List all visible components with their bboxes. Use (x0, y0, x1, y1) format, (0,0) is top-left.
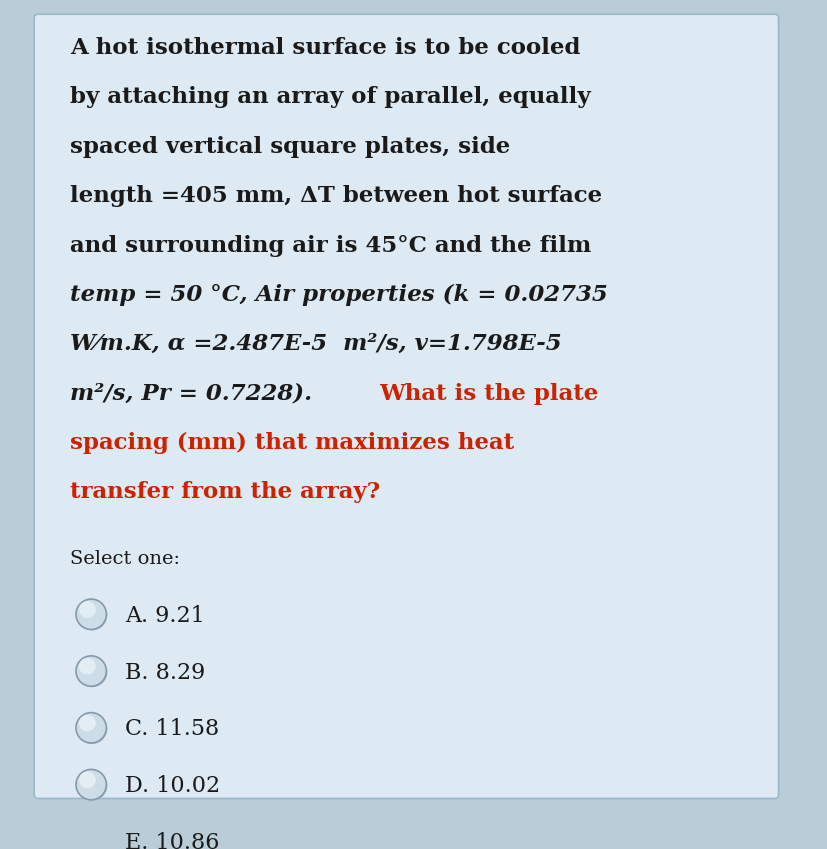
Circle shape (77, 713, 108, 744)
Circle shape (76, 712, 107, 743)
FancyBboxPatch shape (34, 14, 778, 798)
Text: by attaching an array of parallel, equally: by attaching an array of parallel, equal… (70, 87, 591, 109)
Circle shape (79, 715, 96, 732)
Text: temp = 50 °C, Air properties (k = 0.02735: temp = 50 °C, Air properties (k = 0.0273… (70, 284, 608, 306)
Circle shape (77, 770, 108, 801)
Text: length =405 mm, ΔT between hot surface: length =405 mm, ΔT between hot surface (70, 185, 602, 207)
Text: A. 9.21: A. 9.21 (126, 604, 205, 627)
Text: m²/s, Pr = 0.7228).: m²/s, Pr = 0.7228). (70, 383, 320, 405)
Circle shape (77, 827, 108, 849)
Circle shape (79, 601, 96, 618)
Circle shape (77, 600, 108, 631)
Text: and surrounding air is 45°C and the film: and surrounding air is 45°C and the film (70, 234, 591, 256)
Text: E. 10.86: E. 10.86 (126, 832, 220, 849)
Circle shape (79, 829, 96, 845)
Circle shape (76, 599, 107, 629)
Circle shape (76, 656, 107, 686)
Text: C. 11.58: C. 11.58 (126, 718, 220, 740)
Text: B. 8.29: B. 8.29 (126, 661, 206, 683)
Text: A hot isothermal surface is to be cooled: A hot isothermal surface is to be cooled (70, 37, 581, 59)
Text: D. 10.02: D. 10.02 (126, 775, 221, 797)
Circle shape (77, 657, 108, 687)
Circle shape (76, 769, 107, 800)
Text: Select one:: Select one: (70, 550, 180, 569)
Text: transfer from the array?: transfer from the array? (70, 481, 380, 503)
Circle shape (76, 826, 107, 849)
Text: What is the plate: What is the plate (379, 383, 598, 405)
Text: spaced vertical square plates, side: spaced vertical square plates, side (70, 136, 510, 158)
Circle shape (79, 772, 96, 788)
Text: W⁄m.K, α =2.487E-5  m²/s, v=1.798E-5: W⁄m.K, α =2.487E-5 m²/s, v=1.798E-5 (70, 334, 562, 355)
Circle shape (79, 658, 96, 675)
Text: spacing (mm) that maximizes heat: spacing (mm) that maximizes heat (70, 432, 514, 454)
